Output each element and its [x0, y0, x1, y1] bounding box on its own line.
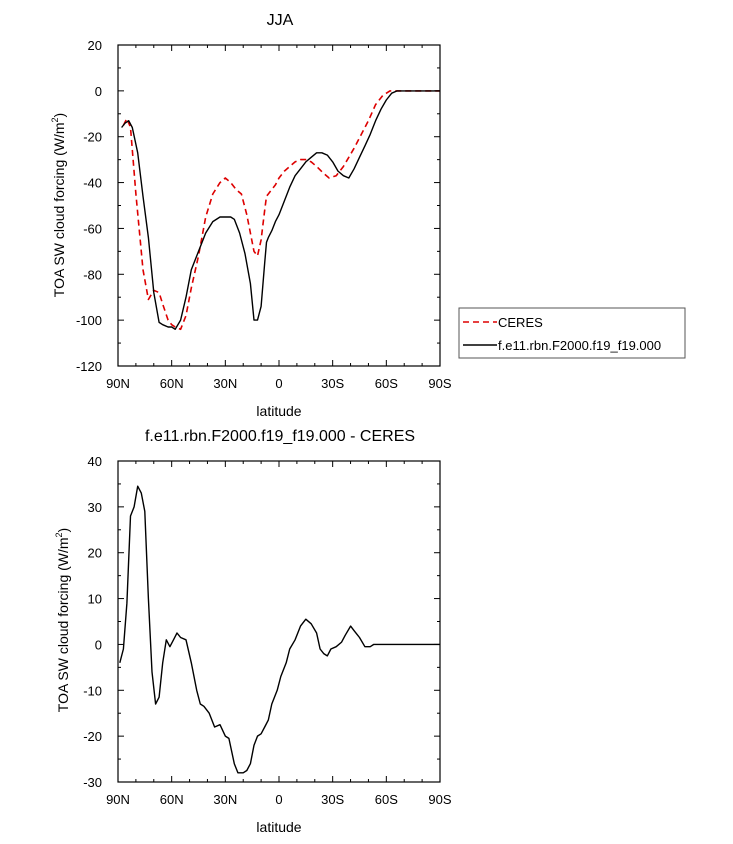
top-x-tick-label: 60N	[160, 376, 184, 391]
top-y-tick-label: -20	[83, 130, 102, 145]
top-y-axis-label: TOA SW cloud forcing (W/m2)	[50, 113, 67, 297]
bottom-y-tick-label: -20	[83, 729, 102, 744]
top-y-tick-label: 0	[95, 84, 102, 99]
bottom-y-tick-label: 10	[88, 592, 102, 607]
bottom-x-tick-label: 30N	[213, 792, 237, 807]
bottom-x-tick-label: 60N	[160, 792, 184, 807]
bottom-marks	[119, 485, 440, 774]
bottom-y-axis-label: TOA SW cloud forcing (W/m2)	[54, 528, 71, 712]
bottom-y-axis-label-sup: 2	[54, 532, 64, 537]
bottom-x-tick-label: 90N	[106, 792, 130, 807]
top-series-ceres-line	[122, 90, 440, 331]
bottom-x-tick-label: 90S	[428, 792, 451, 807]
top-axes: 90N 60N 30N 0 30S 60S 90S 20 0 -20 -40 -60 -80 -100 -1…	[76, 38, 452, 391]
top-legend: CERES f.e11.rbn.F2000.f19_f19.000	[458, 307, 686, 359]
bottom-y-tick-label: 40	[88, 454, 102, 469]
bottom-y-tick-label: -30	[83, 775, 102, 790]
bottom-y-tick-label: 30	[88, 500, 102, 515]
top-y-axis-label-sup: 2	[50, 117, 60, 122]
top-x-tick-label: 60S	[375, 376, 398, 391]
bottom-axes: 90N 60N 30N 0 30S 60S 90S 40 30 20 10 0 -10 -20 -30	[83, 454, 452, 807]
bottom-series-difference-line	[119, 485, 440, 774]
top-chart-title: JJA	[267, 12, 294, 29]
legend-ceres-label: CERES	[498, 315, 543, 330]
top-panel: JJA 90N 60N 30N 0 30S 60S 90S 20 0 -20 -40 -60 -80 -1…	[50, 12, 686, 419]
bottom-y-tick-label: 0	[95, 637, 102, 652]
top-x-tick-label: 90N	[106, 376, 130, 391]
top-y-tick-label: 20	[88, 38, 102, 53]
legend-box	[458, 307, 686, 359]
top-marks	[121, 90, 440, 331]
bottom-x-axis-label: latitude	[256, 819, 301, 835]
legend-model-label: f.e11.rbn.F2000.f19_f19.000	[498, 338, 661, 353]
bottom-x-tick-label: 60S	[375, 792, 398, 807]
top-x-tick-label: 30S	[321, 376, 344, 391]
bottom-x-tick-label: 0	[275, 792, 282, 807]
top-y-tick-label: -60	[83, 221, 102, 236]
bottom-x-tick-label: 30S	[321, 792, 344, 807]
bottom-y-tick-label: 20	[88, 546, 102, 561]
top-x-tick-label: 90S	[428, 376, 451, 391]
bottom-chart-title: f.e11.rbn.F2000.f19_f19.000 - CERES	[145, 428, 415, 445]
top-y-axis-label-close: )	[51, 113, 67, 118]
bottom-y-axis-label-close: )	[55, 528, 71, 533]
top-series-f-e11-rbn-f2000-f19-f19-000-line	[121, 90, 440, 330]
top-x-axis-label: latitude	[256, 403, 301, 419]
top-x-tick-label: 30N	[213, 376, 237, 391]
bottom-y-axis-label-main: TOA SW cloud forcing (W/m	[55, 537, 71, 712]
bottom-plot-frame	[117, 460, 441, 783]
top-y-tick-label: -120	[76, 359, 102, 374]
bottom-y-tick-label: -10	[83, 683, 102, 698]
bottom-panel: f.e11.rbn.F2000.f19_f19.000 - CERES 90N 6…	[54, 428, 452, 835]
top-y-tick-label: -80	[83, 267, 102, 282]
top-x-tick-label: 0	[275, 376, 282, 391]
top-y-tick-label: -40	[83, 176, 102, 191]
top-y-axis-label-main: TOA SW cloud forcing (W/m	[51, 122, 67, 297]
top-y-tick-label: -100	[76, 313, 102, 328]
